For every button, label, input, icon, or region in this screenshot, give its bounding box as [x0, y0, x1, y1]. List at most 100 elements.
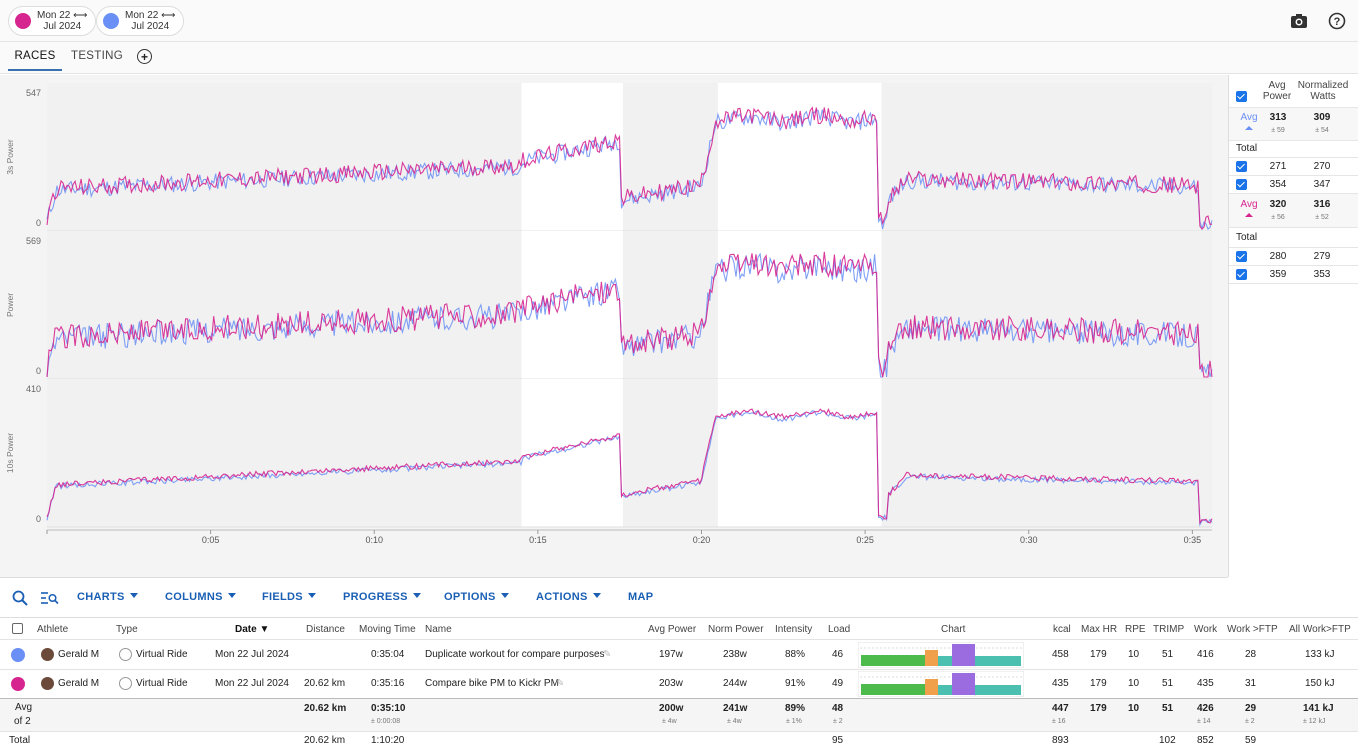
map-button[interactable]: MAP [628, 591, 654, 603]
avg-power: 354 [1269, 179, 1287, 190]
table-row[interactable]: Gerald M Virtual Ride Mon 22 Jul 2024 20… [0, 669, 1358, 698]
total-work-ftp: 59 [1245, 735, 1257, 746]
color-dot [11, 648, 25, 662]
help-icon[interactable]: ? [1327, 11, 1347, 31]
kcal: 435 [1052, 678, 1069, 689]
fields-menu[interactable]: FIELDS [262, 591, 316, 603]
avg-label: Avg [1240, 112, 1258, 123]
col-rpe[interactable]: RPE [1125, 624, 1146, 635]
col-work[interactable]: Work [1194, 624, 1218, 635]
actions-menu[interactable]: ACTIONS [536, 591, 601, 603]
total-label: Total [9, 735, 31, 746]
athlete-name[interactable]: Gerald M [58, 649, 100, 660]
row-checkbox[interactable] [1236, 161, 1247, 172]
compare-chip-1[interactable]: Mon 22 ⟷ Jul 2024 [8, 6, 97, 36]
avg-count-label: of 2 [14, 716, 31, 727]
col-distance[interactable]: Distance [306, 624, 345, 635]
tab-bar: RACES TESTING + [0, 42, 1358, 74]
zone-bar [975, 685, 1021, 695]
col-date[interactable]: Date ▼ [235, 624, 270, 635]
normalized-watts-sd: ± 54 [1315, 127, 1329, 134]
options-menu[interactable]: OPTIONS [444, 591, 509, 603]
col-athlete[interactable]: Athlete [37, 624, 69, 635]
add-tab-icon[interactable]: + [137, 49, 152, 64]
caret-down-icon [592, 593, 601, 598]
table-row[interactable]: Gerald M Virtual Ride Mon 22 Jul 2024 0:… [0, 640, 1358, 669]
col-moving-time[interactable]: Moving Time [359, 624, 416, 635]
avg-kcal: 447 [1052, 703, 1069, 714]
y-min-label: 0 [36, 514, 41, 524]
work-ftp: 28 [1245, 649, 1257, 660]
col-norm-power[interactable]: Norm Power [708, 624, 764, 635]
divider [0, 669, 1358, 670]
distance: 20.62 km [304, 678, 346, 689]
total-label: Total [1236, 143, 1258, 154]
activities-table: Athlete Type Date ▼ Distance Moving Time… [0, 617, 1358, 749]
avg-work-sd: ± 14 [1197, 718, 1211, 725]
row-checkbox[interactable] [1236, 251, 1247, 262]
filter-search-icon[interactable] [40, 591, 59, 608]
athlete-name[interactable]: Gerald M [58, 678, 100, 689]
progress-menu[interactable]: PROGRESS [343, 591, 421, 603]
interval-highlight [717, 231, 882, 379]
avg-power-header: Avg Power [1262, 80, 1292, 102]
normalized-watts: 316 [1313, 199, 1331, 210]
col-load[interactable]: Load [828, 624, 851, 635]
zone-chart [858, 671, 1024, 697]
charts-svg[interactable]: 547 0 3s Power 569 0 Power 410 0 10s Power 0:05 0:… [0, 75, 1228, 577]
camera-icon[interactable] [1289, 11, 1309, 31]
plot-background [47, 379, 1212, 527]
power-trace [46, 106, 1213, 230]
col-max-hr[interactable]: Max HR [1081, 624, 1118, 635]
divider [0, 731, 1358, 732]
col-work-ftp[interactable]: Work >FTP [1227, 624, 1278, 635]
edit-icon[interactable]: ✎ [603, 649, 612, 660]
normalized-watts: 270 [1313, 161, 1331, 172]
plot-background [47, 231, 1212, 379]
activity-name[interactable]: Duplicate workout for compare purposes [425, 649, 605, 660]
normalized-watts-sd: ± 52 [1315, 214, 1329, 221]
col-all-work-ftp[interactable]: All Work>FTP [1289, 624, 1351, 635]
activity-name[interactable]: Compare bike PM to Kickr PM [425, 678, 559, 689]
edit-icon[interactable]: ✎ [556, 678, 565, 689]
charts-menu[interactable]: CHARTS [77, 591, 138, 603]
avg-intensity: 89% [785, 703, 806, 714]
all-work-ftp: 133 kJ [1305, 649, 1335, 660]
time-tick-label: 0:15 [529, 535, 547, 545]
magenta-activity-row: 280 279 [1229, 248, 1358, 266]
row-checkbox[interactable] [1236, 269, 1247, 280]
intensity: 88% [785, 649, 806, 660]
zone-bar [938, 685, 952, 695]
col-name[interactable]: Name [425, 624, 452, 635]
avg-avg-power-sd: ± 4w [662, 718, 677, 725]
columns-menu[interactable]: COLUMNS [165, 591, 236, 603]
row-checkbox[interactable] [1236, 179, 1247, 190]
col-intensity[interactable]: Intensity [775, 624, 813, 635]
avg-norm-power-sd: ± 4w [727, 718, 742, 725]
total-work: 852 [1197, 735, 1214, 746]
avg-distance: 20.62 km [304, 703, 347, 714]
col-kcal[interactable]: kcal [1053, 624, 1071, 635]
compare-chip-2[interactable]: Mon 22 ⟷ Jul 2024 [96, 6, 185, 36]
y-max-label: 569 [26, 236, 41, 246]
tab-testing[interactable]: TESTING [71, 50, 123, 62]
time-tick-label: 0:35 [1184, 535, 1202, 545]
col-trimp[interactable]: TRIMP [1153, 624, 1185, 635]
zone-bar [952, 644, 975, 666]
col-avg-power[interactable]: Avg Power [648, 624, 697, 635]
tab-races[interactable]: RACES [8, 42, 62, 71]
col-chart[interactable]: Chart [941, 624, 966, 635]
power-charts[interactable]: 547 0 3s Power 569 0 Power 410 0 10s Power 0:05 0:… [0, 75, 1228, 577]
select-all-checkbox[interactable] [12, 623, 23, 634]
normalized-watts: 353 [1313, 269, 1331, 280]
top-bar: Mon 22 ⟷ Jul 2024 Mon 22 ⟷ Jul 2024 ? [0, 0, 1358, 42]
caret-down-icon [307, 593, 316, 598]
total-load: 95 [832, 735, 844, 746]
normalized-watts: 279 [1313, 251, 1331, 262]
color-dot [15, 13, 31, 29]
col-type[interactable]: Type [116, 624, 138, 635]
y-min-label: 0 [36, 366, 41, 376]
search-icon[interactable] [12, 590, 28, 609]
power-trace [46, 251, 1213, 378]
select-all-checkbox[interactable] [1236, 91, 1247, 102]
